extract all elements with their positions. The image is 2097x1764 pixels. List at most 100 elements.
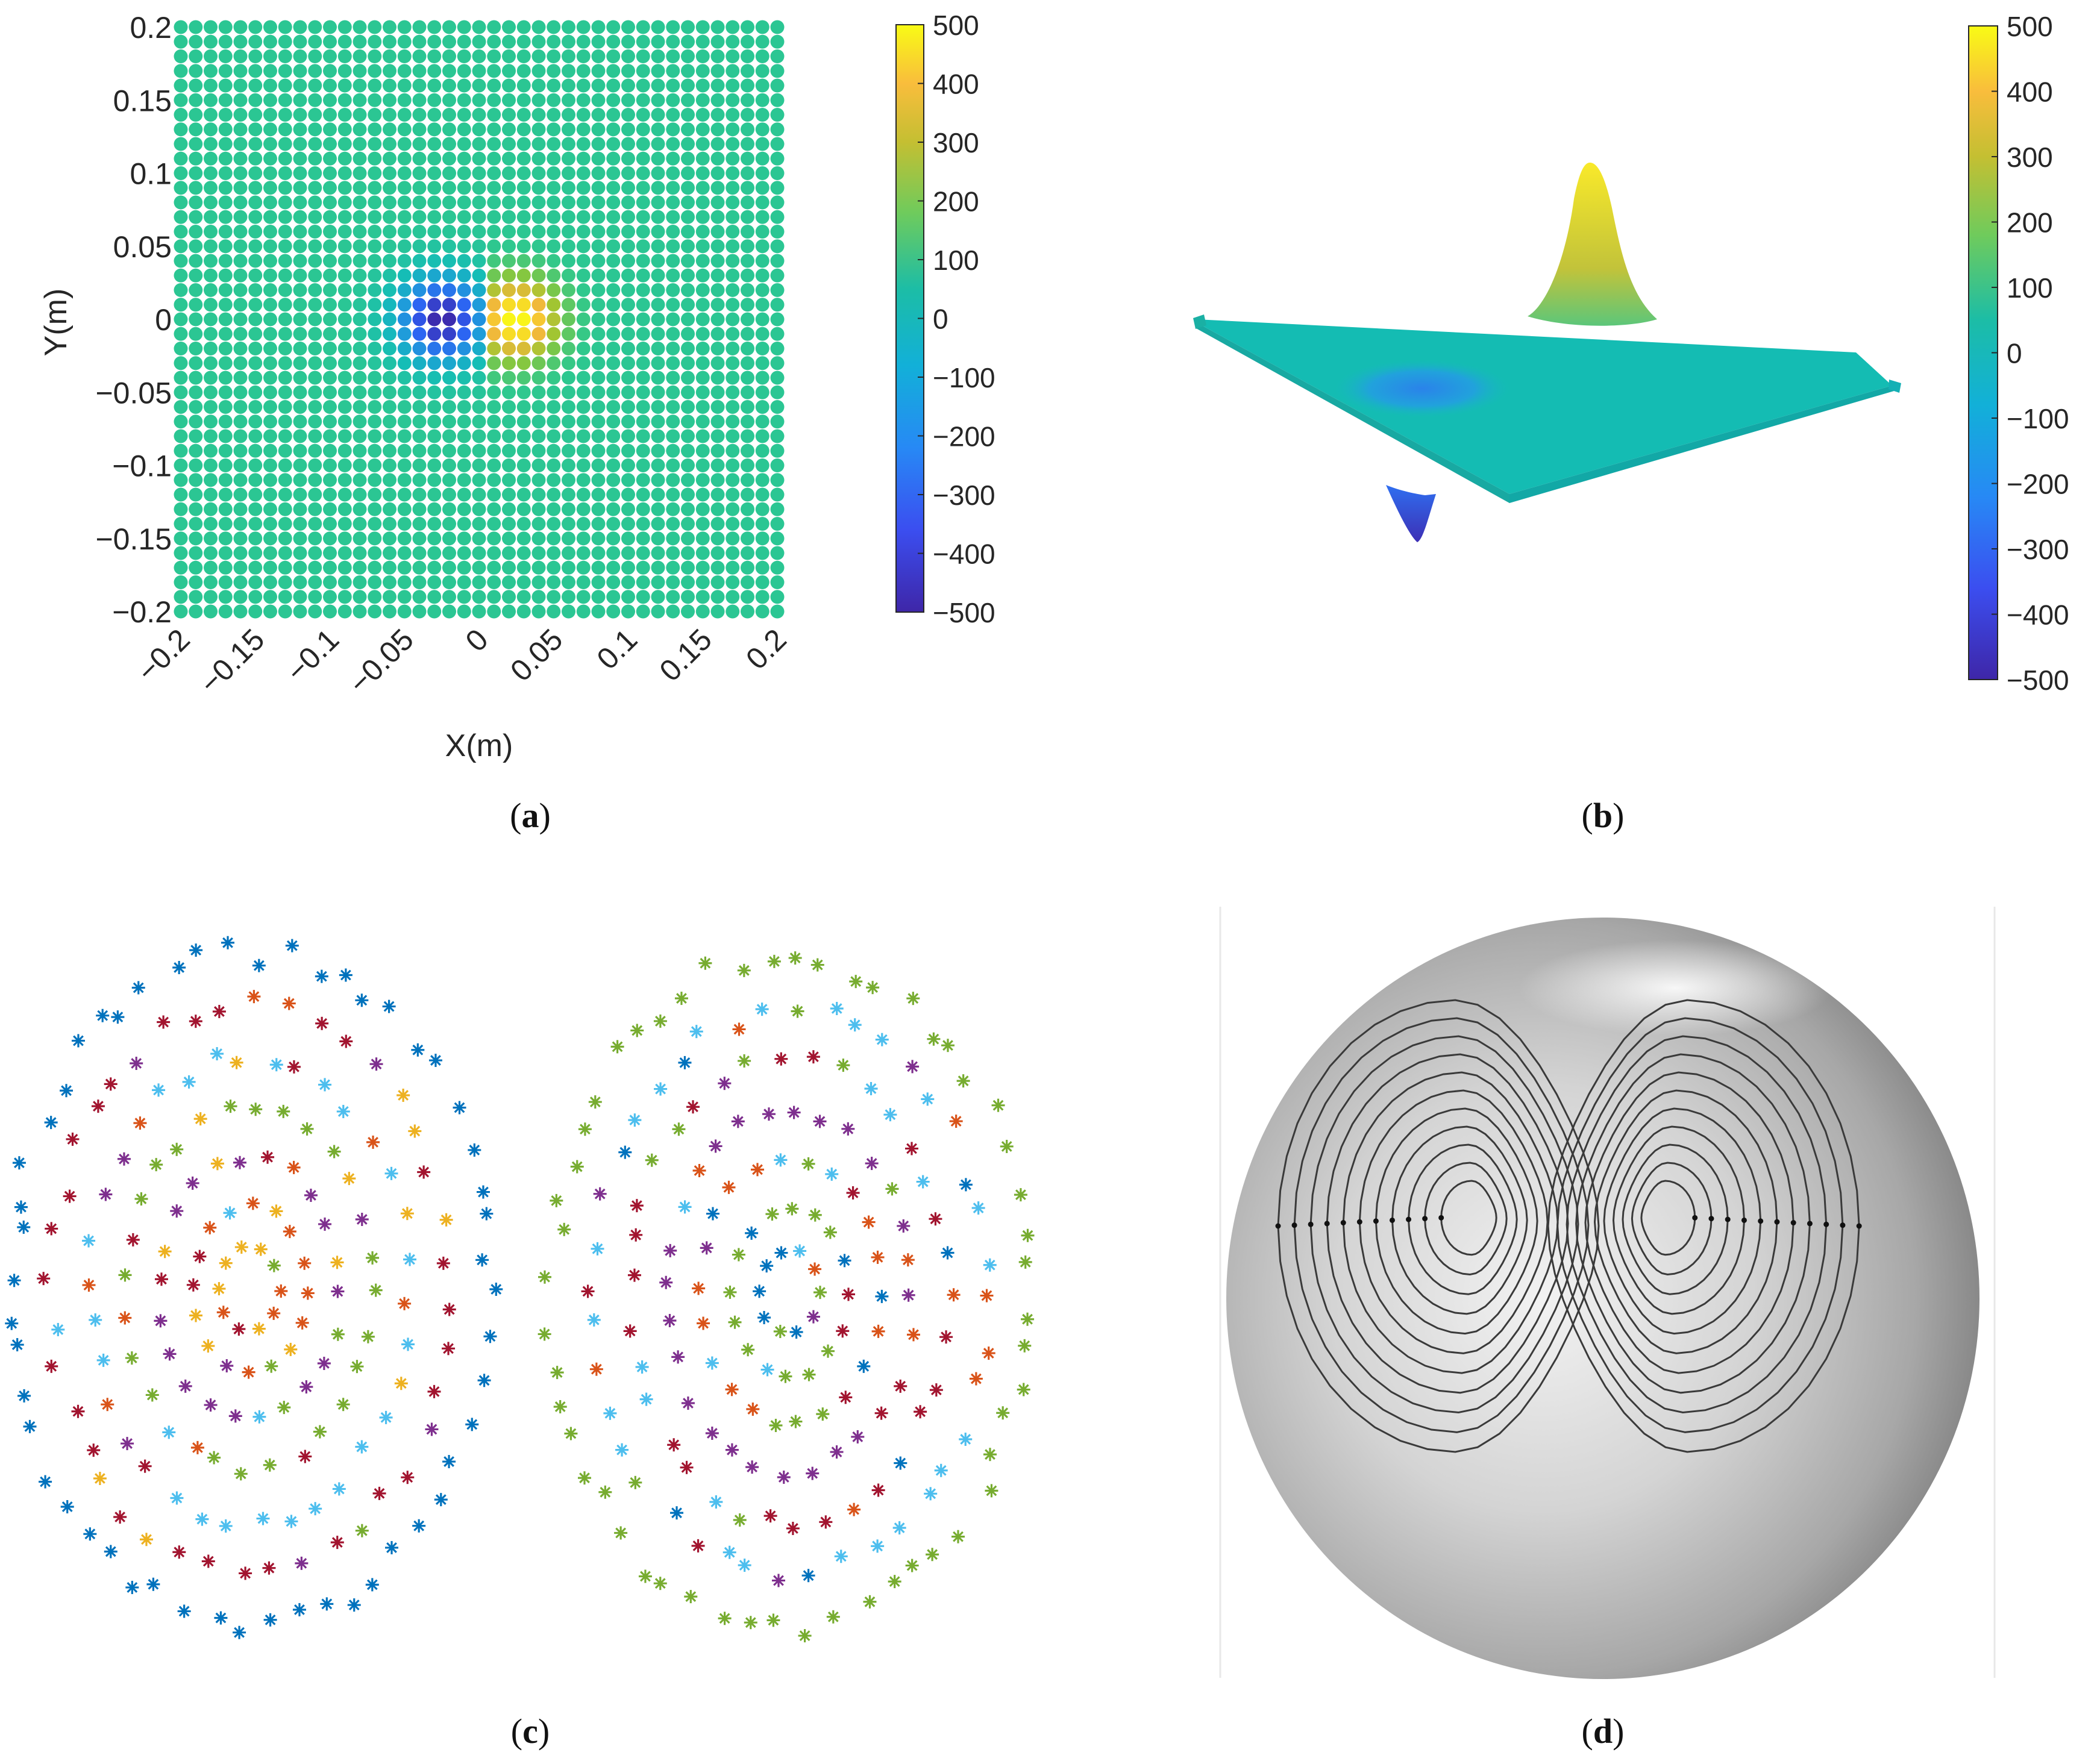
- grid-dot: [666, 487, 680, 502]
- grid-dot: [442, 254, 456, 268]
- grid-dot: [174, 195, 188, 210]
- grid-dot: [487, 20, 501, 34]
- asterisk-point: [139, 1533, 153, 1547]
- asterisk-point: [477, 1374, 491, 1387]
- grid-dot: [248, 560, 263, 575]
- grid-dot: [383, 443, 397, 458]
- asterisk-point: [684, 1590, 698, 1604]
- grid-dot: [323, 312, 337, 327]
- grid-dot: [502, 327, 516, 341]
- grid-dot: [770, 400, 785, 414]
- grid-dot: [293, 385, 307, 399]
- grid-dot: [427, 429, 442, 443]
- grid-dot: [562, 20, 575, 34]
- grid-dot: [397, 93, 412, 107]
- grid-dot: [308, 181, 322, 195]
- asterisk-point: [921, 1092, 935, 1106]
- grid-dot: [293, 473, 307, 487]
- grid-dot: [502, 414, 516, 429]
- grid-dot: [233, 342, 248, 355]
- grid-dot: [695, 20, 710, 34]
- asterisk-point: [871, 1324, 885, 1338]
- asterisk-point: [252, 959, 266, 972]
- asterisk-point: [178, 1379, 192, 1393]
- grid-dot: [218, 34, 233, 49]
- grid-dot: [681, 239, 695, 254]
- grid-dot: [457, 546, 471, 560]
- grid-dot: [666, 385, 680, 399]
- asterisk-point: [475, 1253, 489, 1267]
- asterisk-point: [403, 1253, 417, 1266]
- grid-dot: [502, 151, 516, 166]
- grid-dot: [651, 151, 665, 166]
- grid-dot: [741, 546, 754, 560]
- asterisk-point: [234, 1467, 248, 1481]
- asterisk-point: [267, 1259, 281, 1272]
- grid-dot: [323, 20, 337, 34]
- y-tick-label: −0.15: [95, 522, 172, 556]
- grid-dot: [189, 312, 203, 327]
- grid-dot: [770, 546, 785, 560]
- grid-dot: [651, 78, 665, 93]
- grid-dot: [353, 502, 367, 516]
- asterisk-point: [678, 1056, 692, 1069]
- grid-dot: [397, 137, 412, 151]
- grid-dot: [368, 225, 382, 239]
- grid-dot: [516, 239, 531, 254]
- grid-dot: [368, 502, 382, 516]
- grid-dot: [204, 108, 218, 122]
- grid-dot: [710, 575, 725, 589]
- grid-dot: [174, 34, 188, 49]
- grid-dot: [531, 210, 546, 224]
- grid-dot: [651, 342, 665, 355]
- grid-dot: [591, 20, 606, 34]
- grid-dot: [204, 93, 218, 107]
- grid-dot: [502, 487, 516, 502]
- grid-dot: [770, 487, 785, 502]
- grid-dot: [278, 575, 292, 589]
- grid-dot: [323, 151, 337, 166]
- asterisk-point: [614, 1526, 628, 1540]
- grid-dot: [457, 49, 471, 63]
- grid-dot: [442, 443, 456, 458]
- grid-dot: [636, 385, 650, 399]
- grid-dot: [189, 239, 203, 254]
- surface-basin: [1335, 360, 1509, 418]
- grid-dot: [651, 531, 665, 546]
- grid-dot: [755, 49, 770, 63]
- grid-dot: [755, 517, 770, 531]
- asterisk-point: [848, 1018, 862, 1032]
- grid-dot: [726, 108, 740, 122]
- grid-dot: [547, 210, 561, 224]
- grid-dot: [189, 356, 203, 371]
- asterisk-point: [5, 1316, 19, 1330]
- grid-dot: [547, 151, 561, 166]
- grid-dot: [576, 93, 591, 107]
- grid-dot: [204, 312, 218, 327]
- grid-dot: [457, 371, 471, 385]
- asterisk-point: [798, 1629, 812, 1643]
- grid-dot: [427, 34, 442, 49]
- asterisk-point: [802, 1368, 816, 1381]
- grid-dot: [412, 49, 427, 63]
- grid-dot: [487, 371, 501, 385]
- grid-dot: [755, 356, 770, 371]
- grid-dot: [263, 342, 277, 355]
- grid-dot: [547, 356, 561, 371]
- grid-dot: [681, 487, 695, 502]
- contour-point: [1758, 1218, 1764, 1224]
- grid-dot: [218, 225, 233, 239]
- grid-dot: [487, 414, 501, 429]
- grid-dot: [695, 517, 710, 531]
- asterisk-point: [12, 1156, 26, 1170]
- asterisk-point: [823, 1225, 837, 1239]
- asterisk-point: [570, 1160, 584, 1174]
- grid-dot: [383, 151, 397, 166]
- grid-dot: [248, 239, 263, 254]
- grid-dot: [591, 210, 606, 224]
- grid-dot: [666, 239, 680, 254]
- grid-dot: [531, 166, 546, 180]
- asterisk-point: [718, 1612, 732, 1625]
- grid-dot: [248, 429, 263, 443]
- grid-dot: [353, 283, 367, 297]
